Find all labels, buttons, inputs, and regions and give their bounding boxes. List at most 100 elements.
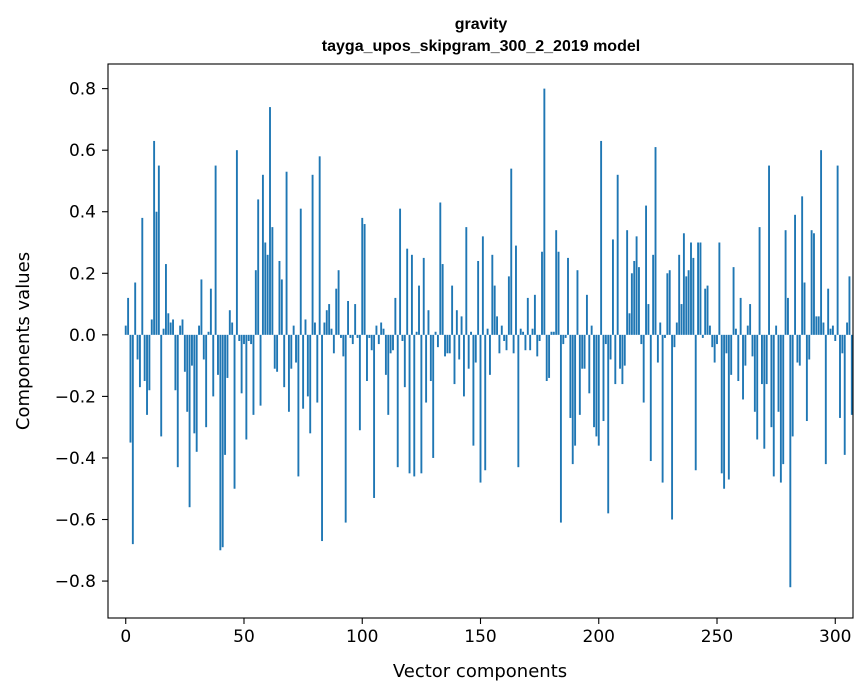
bar (366, 334, 368, 382)
bar (770, 334, 773, 428)
bar (661, 334, 664, 483)
bar (143, 334, 146, 382)
bar (574, 334, 577, 446)
bar (444, 334, 446, 357)
bar (510, 168, 513, 335)
bar (822, 322, 825, 335)
bar (638, 267, 640, 335)
bar (422, 257, 425, 335)
bar (387, 334, 390, 415)
bar (146, 334, 148, 415)
y-axis-label: Components values (13, 252, 34, 430)
bar (226, 334, 229, 378)
bar (448, 334, 451, 354)
bar (179, 325, 182, 335)
bar (406, 248, 409, 335)
bar (257, 199, 260, 335)
y-tick-label: −0.8 (55, 572, 96, 592)
bar (595, 334, 598, 437)
bar (635, 236, 638, 335)
bar (198, 325, 200, 335)
bar (666, 273, 669, 335)
bar (623, 334, 626, 366)
bar (235, 150, 238, 335)
bar (316, 334, 319, 403)
bar (363, 224, 366, 335)
bar (690, 242, 692, 335)
bar (269, 107, 271, 335)
x-tick-label: 300 (819, 627, 851, 647)
bar (434, 331, 437, 335)
bar (458, 334, 461, 360)
bar (254, 270, 257, 335)
bar (810, 230, 813, 335)
bar (796, 334, 799, 363)
bar (813, 233, 815, 335)
bar (460, 316, 463, 335)
bar (668, 270, 671, 335)
bar (841, 334, 844, 354)
bar (186, 334, 189, 412)
bar (451, 285, 454, 335)
bar (581, 334, 584, 369)
bar (413, 334, 416, 477)
bar (801, 196, 804, 335)
bar (699, 242, 702, 335)
bar (356, 334, 359, 338)
bar (515, 245, 517, 335)
bar (850, 334, 853, 415)
bar (784, 230, 787, 335)
bar (278, 260, 281, 335)
bar (761, 334, 763, 385)
bar (181, 319, 184, 335)
bar (382, 328, 385, 335)
bar (704, 288, 707, 335)
bar (775, 325, 778, 335)
bar (536, 334, 539, 357)
bar (685, 276, 688, 335)
bar (538, 334, 541, 341)
bar (567, 257, 569, 335)
bar (207, 331, 210, 335)
bar (150, 319, 153, 335)
bar (604, 334, 607, 345)
bar (425, 334, 428, 403)
bar (157, 165, 160, 335)
bar (172, 319, 174, 335)
bar (633, 260, 636, 335)
bar (543, 88, 546, 335)
bar (165, 264, 167, 335)
bar (787, 297, 789, 335)
bar (697, 242, 700, 335)
bar (694, 334, 697, 471)
bar (614, 334, 617, 385)
bar (645, 205, 647, 335)
bar (659, 322, 662, 335)
bar (162, 328, 165, 335)
bar (772, 334, 775, 477)
bar (318, 156, 321, 335)
bar (798, 334, 801, 366)
bar (351, 334, 354, 345)
x-tick-label: 200 (583, 627, 615, 647)
bar (642, 334, 645, 403)
bar (474, 334, 477, 363)
bar (713, 334, 716, 363)
bar (737, 334, 740, 382)
bar (742, 334, 744, 400)
bar (718, 242, 721, 335)
bar (453, 334, 456, 385)
bar (370, 334, 373, 351)
bar (250, 334, 253, 345)
bar (271, 227, 274, 335)
bar (238, 334, 241, 341)
bar (630, 273, 633, 335)
bar (675, 322, 678, 335)
bar (519, 328, 522, 335)
bar (247, 334, 250, 341)
bar (692, 257, 695, 335)
x-tick-label: 250 (701, 627, 733, 647)
bar (652, 254, 655, 335)
bar (831, 325, 834, 335)
